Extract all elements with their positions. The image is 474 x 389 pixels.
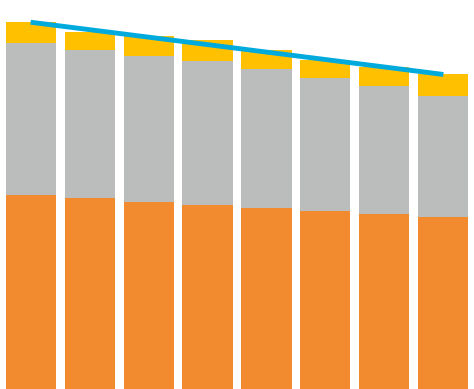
Bar (182, 61, 233, 205)
Bar (418, 96, 468, 217)
Bar (64, 50, 115, 198)
Bar (6, 194, 56, 389)
Bar (182, 205, 233, 389)
Bar (6, 22, 56, 43)
Bar (301, 60, 350, 78)
Bar (182, 40, 233, 61)
Bar (64, 198, 115, 389)
Bar (124, 56, 173, 202)
Bar (301, 78, 350, 211)
Bar (241, 209, 292, 389)
Bar (418, 217, 468, 389)
Bar (301, 211, 350, 389)
Bar (359, 214, 410, 389)
Bar (6, 43, 56, 194)
Bar (124, 202, 173, 389)
Bar (418, 74, 468, 96)
Bar (241, 70, 292, 209)
Bar (124, 36, 173, 56)
Bar (64, 32, 115, 50)
Bar (359, 67, 410, 86)
Bar (359, 86, 410, 214)
Bar (241, 50, 292, 70)
